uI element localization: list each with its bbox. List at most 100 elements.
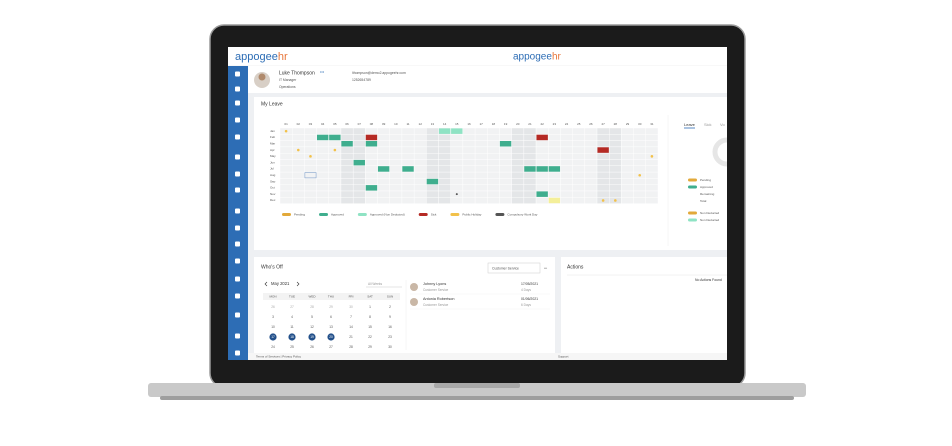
day-label: 11 (406, 122, 409, 126)
calendar-cell (584, 159, 598, 167)
calendar-cell (499, 165, 512, 173)
day-label: 14 (443, 122, 447, 126)
calendar-cell (438, 190, 451, 198)
calendar-cell (279, 146, 293, 154)
calendar-cell (401, 134, 415, 141)
sidebar-icon (235, 100, 240, 106)
calendar-cell (548, 134, 561, 141)
calendar-cell (377, 134, 390, 141)
day-label: 13 (431, 122, 435, 126)
calendar-cell (609, 140, 622, 148)
calendar-cell (438, 178, 451, 185)
calendar-cell (413, 146, 427, 154)
calendar-cell (340, 127, 354, 135)
calendar-cell (279, 171, 293, 179)
calendar-cell (609, 159, 622, 167)
calendar-cell (548, 159, 561, 167)
calendar-cell (474, 171, 488, 179)
legend-swatch (282, 213, 291, 216)
logo-suffix: hr (278, 51, 288, 63)
calendar-cell (328, 159, 342, 167)
calendar-cell (438, 184, 451, 192)
day-label: 16 (467, 122, 471, 126)
calendar-cell (487, 152, 500, 160)
calendar-cell (438, 152, 451, 160)
calendar-cell (389, 171, 403, 179)
person-length: 6 Days (521, 303, 531, 307)
calendar-cell (535, 178, 549, 185)
calendar-cell (548, 146, 561, 154)
day-label: 04 (321, 122, 325, 126)
weekday: TUE (289, 294, 295, 298)
date: 19 (310, 335, 314, 339)
calendar-cell (474, 165, 488, 173)
calendar-cell (560, 152, 573, 160)
calendar-cell (389, 165, 403, 173)
leave-day (365, 141, 378, 147)
calendar-cell (474, 190, 488, 198)
date: 30 (349, 305, 353, 309)
next-month (296, 281, 300, 287)
calendar-cell (560, 146, 573, 154)
calendar-cell (389, 134, 403, 141)
calendar-cell (413, 134, 427, 141)
public-holiday (601, 199, 605, 202)
calendar-cell (413, 184, 427, 192)
date: 27 (290, 305, 294, 309)
calendar-cell (535, 140, 549, 148)
calendar-cell (572, 197, 586, 204)
sidebar-icon (235, 241, 240, 247)
day-label: 19 (504, 122, 508, 126)
calendar-cell (645, 178, 659, 185)
calendar-cell (584, 165, 598, 173)
calendar-cell (584, 178, 598, 185)
calendar-cell (560, 184, 573, 192)
calendar-cell (291, 165, 305, 173)
summary-tab: Leave (684, 122, 696, 127)
person-date: 01/06/2021 (521, 297, 538, 301)
calendar-cell (572, 178, 586, 185)
day-label: 01 (284, 122, 288, 126)
month-label: Jun (270, 160, 275, 164)
calendar-cell (645, 197, 659, 204)
calendar-cell (499, 178, 512, 185)
calendar-cell (413, 159, 427, 167)
calendar-cell (621, 178, 634, 185)
calendar-cell (304, 190, 317, 198)
leave-day (548, 166, 561, 172)
legend-label: Approved (331, 212, 344, 216)
prev-month (264, 281, 268, 287)
calendar-cell (304, 197, 317, 204)
calendar-cell (401, 127, 415, 135)
calendar-cell (511, 140, 525, 148)
calendar-cell (413, 178, 427, 185)
public-holiday (333, 148, 337, 152)
summary-label: Approved (700, 185, 713, 189)
leave-day (548, 197, 561, 204)
day-label: 26 (589, 122, 593, 126)
leave-day (329, 134, 341, 141)
calendar-cell (450, 159, 464, 167)
calendar-cell (499, 127, 512, 135)
calendar-cell (474, 134, 488, 141)
logo-brand: appogee (235, 51, 278, 63)
calendar-cell (291, 140, 305, 148)
summary-swatch (688, 211, 697, 215)
calendar-cell (645, 190, 659, 198)
calendar-cell (462, 197, 476, 204)
calendar-cell (304, 165, 317, 173)
calendar-cell (340, 134, 354, 141)
day-label: 02 (297, 122, 301, 126)
calendar-cell (523, 134, 537, 141)
calendar-cell (572, 171, 586, 179)
person-date: 17/05/2021 (521, 282, 538, 286)
calendar-cell (572, 140, 586, 148)
calendar-cell (584, 197, 598, 204)
date: 18 (290, 335, 294, 339)
calendar-cell (596, 171, 610, 179)
sidebar-icon (235, 86, 240, 92)
date: 8 (369, 315, 371, 319)
calendar-cell (304, 178, 317, 185)
calendar-cell (352, 190, 366, 198)
